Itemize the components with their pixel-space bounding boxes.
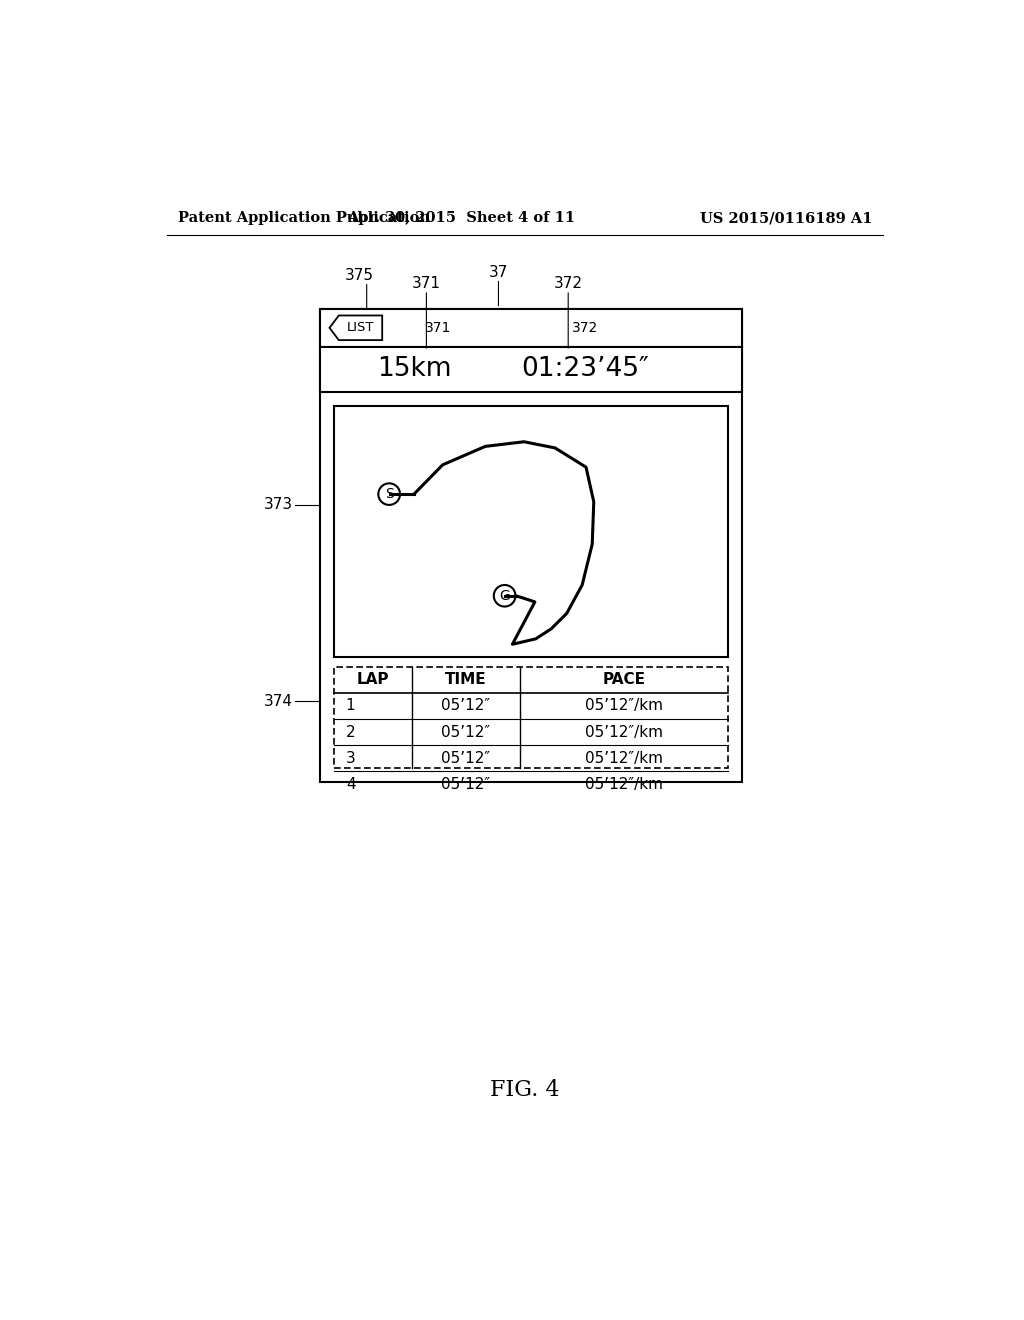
Text: 372: 372 (572, 321, 598, 335)
Text: 1: 1 (346, 698, 355, 713)
Text: TIME: TIME (445, 672, 486, 688)
Bar (321, 347, 741, 392)
Text: 374: 374 (264, 694, 293, 709)
Text: 05’12″: 05’12″ (441, 777, 490, 792)
Bar (321, 309, 741, 781)
Text: 371: 371 (425, 321, 452, 335)
Text: 15km: 15km (378, 356, 452, 383)
Text: S: S (385, 487, 393, 502)
Text: 05’12″: 05’12″ (441, 725, 490, 739)
Text: LIST: LIST (347, 321, 374, 334)
Text: G: G (500, 589, 510, 603)
Text: LAP: LAP (356, 672, 389, 688)
Text: 05’12″/km: 05’12″/km (585, 725, 663, 739)
Text: 3: 3 (346, 751, 355, 766)
Bar (334, 667, 728, 768)
Text: 4: 4 (346, 777, 355, 792)
Text: 05’12″: 05’12″ (441, 751, 490, 766)
Text: 01:23’45″: 01:23’45″ (521, 356, 649, 383)
Text: Apr. 30, 2015  Sheet 4 of 11: Apr. 30, 2015 Sheet 4 of 11 (347, 211, 575, 226)
Text: US 2015/0116189 A1: US 2015/0116189 A1 (699, 211, 872, 226)
Text: 371: 371 (412, 276, 441, 292)
Text: FIG. 4: FIG. 4 (490, 1080, 559, 1101)
Circle shape (494, 585, 515, 607)
Text: 37: 37 (488, 265, 508, 280)
Text: 05’12″: 05’12″ (441, 698, 490, 713)
Circle shape (378, 483, 400, 506)
Text: 373: 373 (264, 498, 293, 512)
Text: PACE: PACE (602, 672, 645, 688)
Text: 372: 372 (554, 276, 583, 292)
Bar (321, 309, 741, 347)
Bar (334, 405, 728, 657)
Text: 375: 375 (344, 268, 374, 282)
Text: 05’12″/km: 05’12″/km (585, 777, 663, 792)
Text: Patent Application Publication: Patent Application Publication (178, 211, 430, 226)
Text: 05’12″/km: 05’12″/km (585, 698, 663, 713)
Text: 05’12″/km: 05’12″/km (585, 751, 663, 766)
Text: 2: 2 (346, 725, 355, 739)
